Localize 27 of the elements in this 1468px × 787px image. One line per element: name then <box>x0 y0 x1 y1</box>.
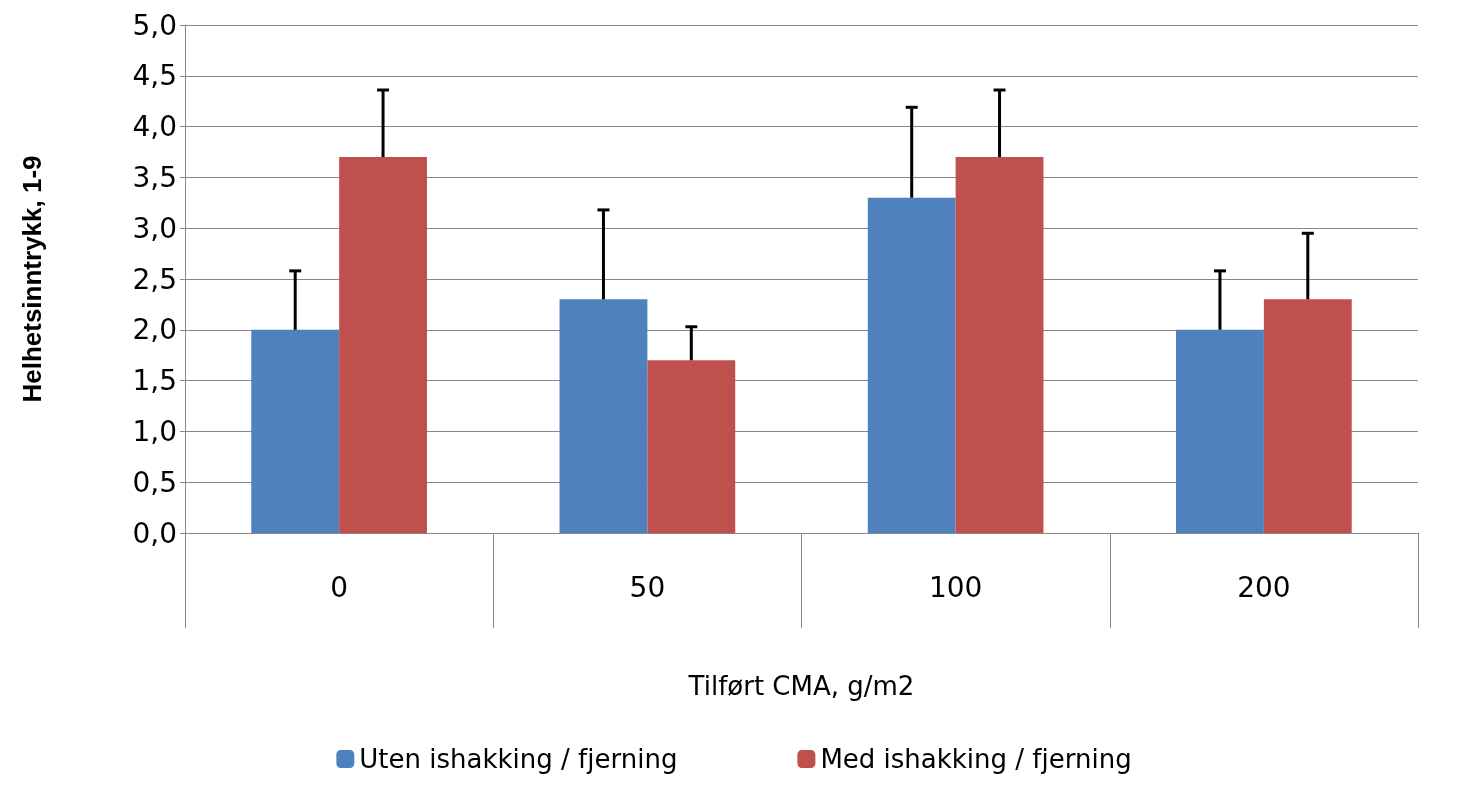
y-tick-label: 2,0 <box>132 313 177 347</box>
y-tick-label: 2,5 <box>132 262 177 296</box>
y-tick-label: 1,5 <box>132 364 177 398</box>
bar <box>251 329 340 533</box>
bar <box>647 360 736 533</box>
x-axis-title: Tilført CMA, g/m2 <box>687 671 915 701</box>
x-tick-label: 200 <box>1237 570 1291 604</box>
legend-label: Uten ishakking / fjerning <box>359 744 678 774</box>
bar <box>867 197 956 533</box>
y-tick-label: 4,5 <box>132 59 177 93</box>
y-axis-title: Helhetsinntrykk, 1-9 <box>17 155 47 403</box>
y-tick-label: 3,5 <box>132 160 177 194</box>
bar <box>559 299 648 533</box>
y-tick-label: 4,0 <box>132 110 177 144</box>
x-tick-label: 50 <box>629 570 666 604</box>
x-tick-label: 100 <box>928 570 983 604</box>
bar <box>339 157 427 533</box>
legend-label: Med ishakking / fjerning <box>820 744 1132 774</box>
y-tick-label: 0,5 <box>132 465 177 499</box>
y-tick-label: 5,0 <box>132 8 177 42</box>
y-tick-label: 3,0 <box>132 211 177 245</box>
bar <box>1263 299 1352 533</box>
bar <box>1176 329 1264 533</box>
y-tick-label: 1,0 <box>132 414 177 448</box>
x-tick-label: 0 <box>330 570 349 604</box>
y-tick-label: 0,0 <box>132 516 177 550</box>
bar <box>955 157 1044 533</box>
